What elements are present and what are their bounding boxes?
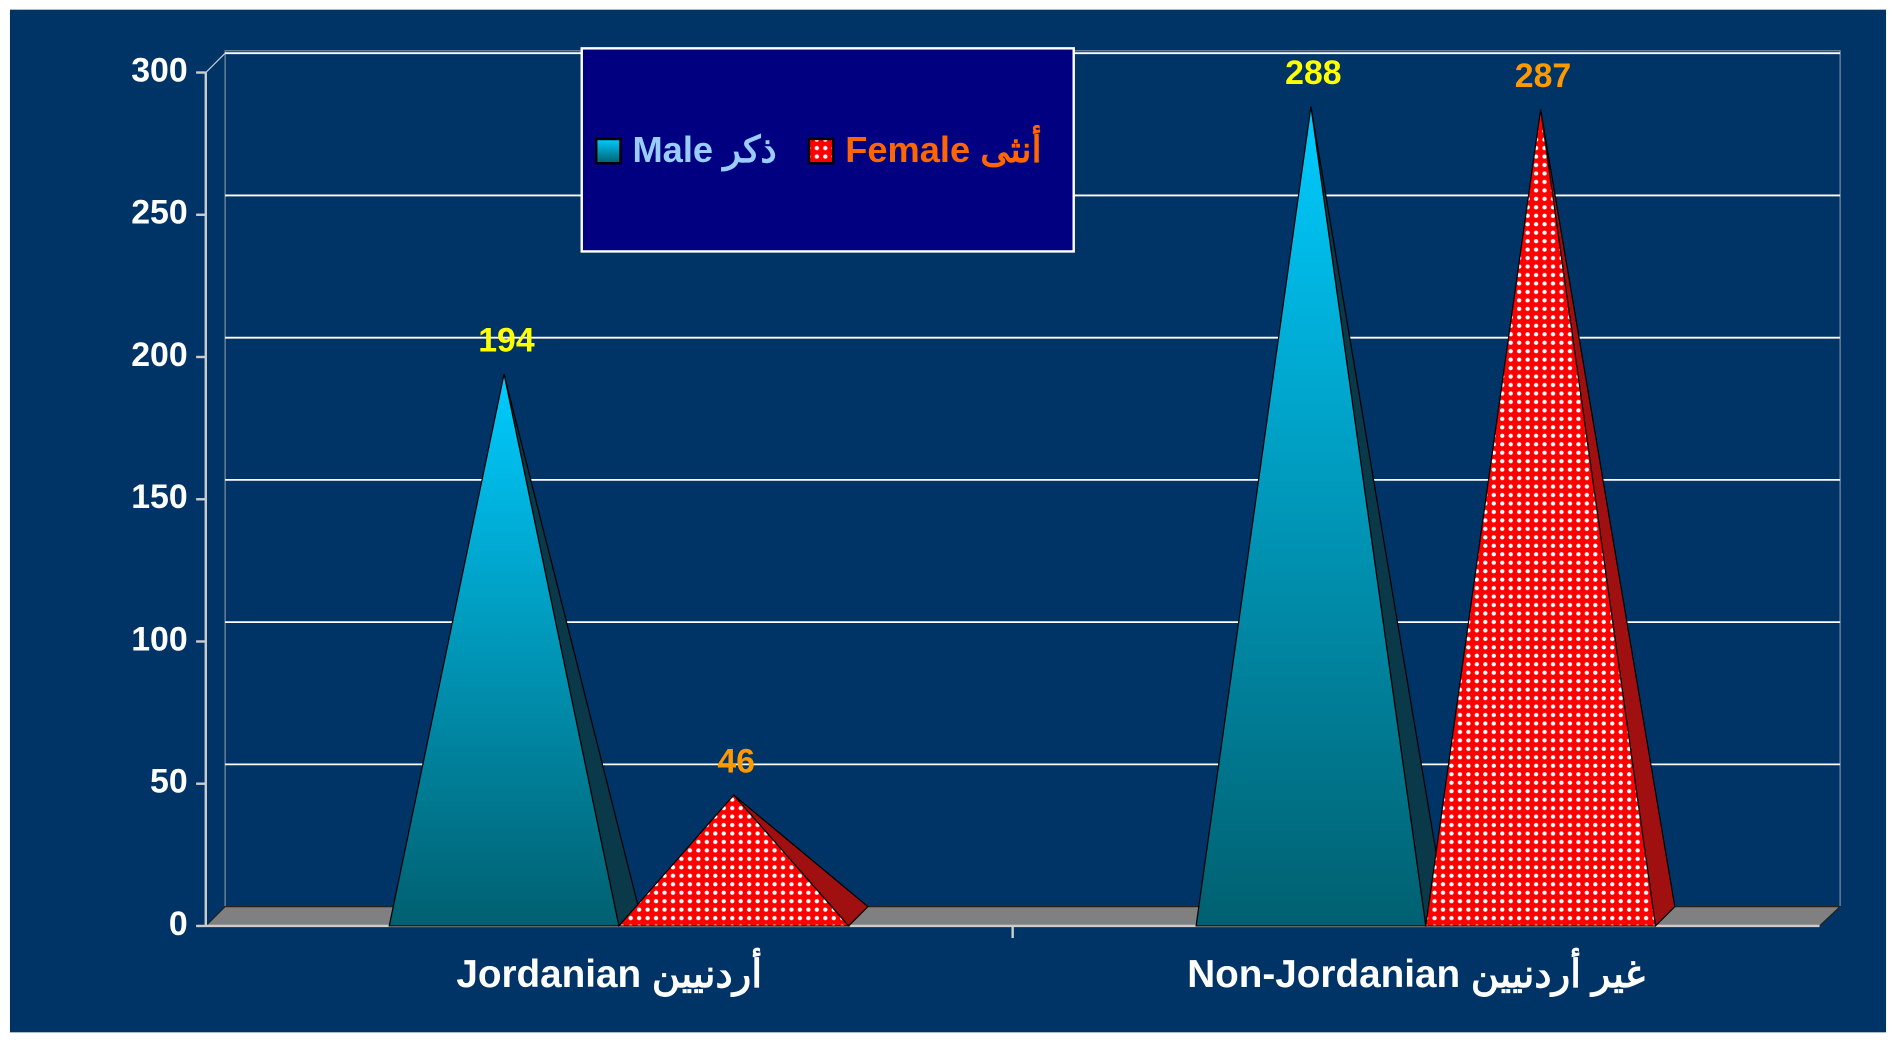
pyramid — [1195, 106, 1427, 927]
value-label: 46 — [717, 743, 755, 781]
y-tick-label: 100 — [131, 620, 187, 658]
value-label: 287 — [1515, 57, 1571, 95]
y-tick-label: 50 — [150, 763, 188, 801]
legend-swatch — [807, 137, 835, 165]
legend: Male ذكر Female أنثى — [580, 47, 1075, 253]
pyramid — [1425, 109, 1657, 927]
value-label: 288 — [1285, 54, 1341, 92]
legend-swatch — [595, 137, 622, 165]
x-tick-label: Non-Jordanian غير أردنيين — [1187, 947, 1645, 998]
y-tick-label: 0 — [169, 905, 188, 943]
y-tick-label: 200 — [131, 336, 187, 374]
y-tick-label: 250 — [131, 194, 187, 232]
pyramid — [388, 373, 620, 927]
pyramid — [617, 794, 850, 927]
legend-label: Male ذكر — [632, 129, 776, 172]
value-label: 194 — [478, 322, 535, 360]
y-tick-label: 150 — [131, 478, 187, 516]
x-tick-label: Jordanian أردنيين — [456, 947, 762, 998]
legend-label: Female أنثى — [845, 125, 1041, 170]
y-tick-label: 300 — [131, 51, 187, 89]
axis-edge — [205, 52, 226, 73]
